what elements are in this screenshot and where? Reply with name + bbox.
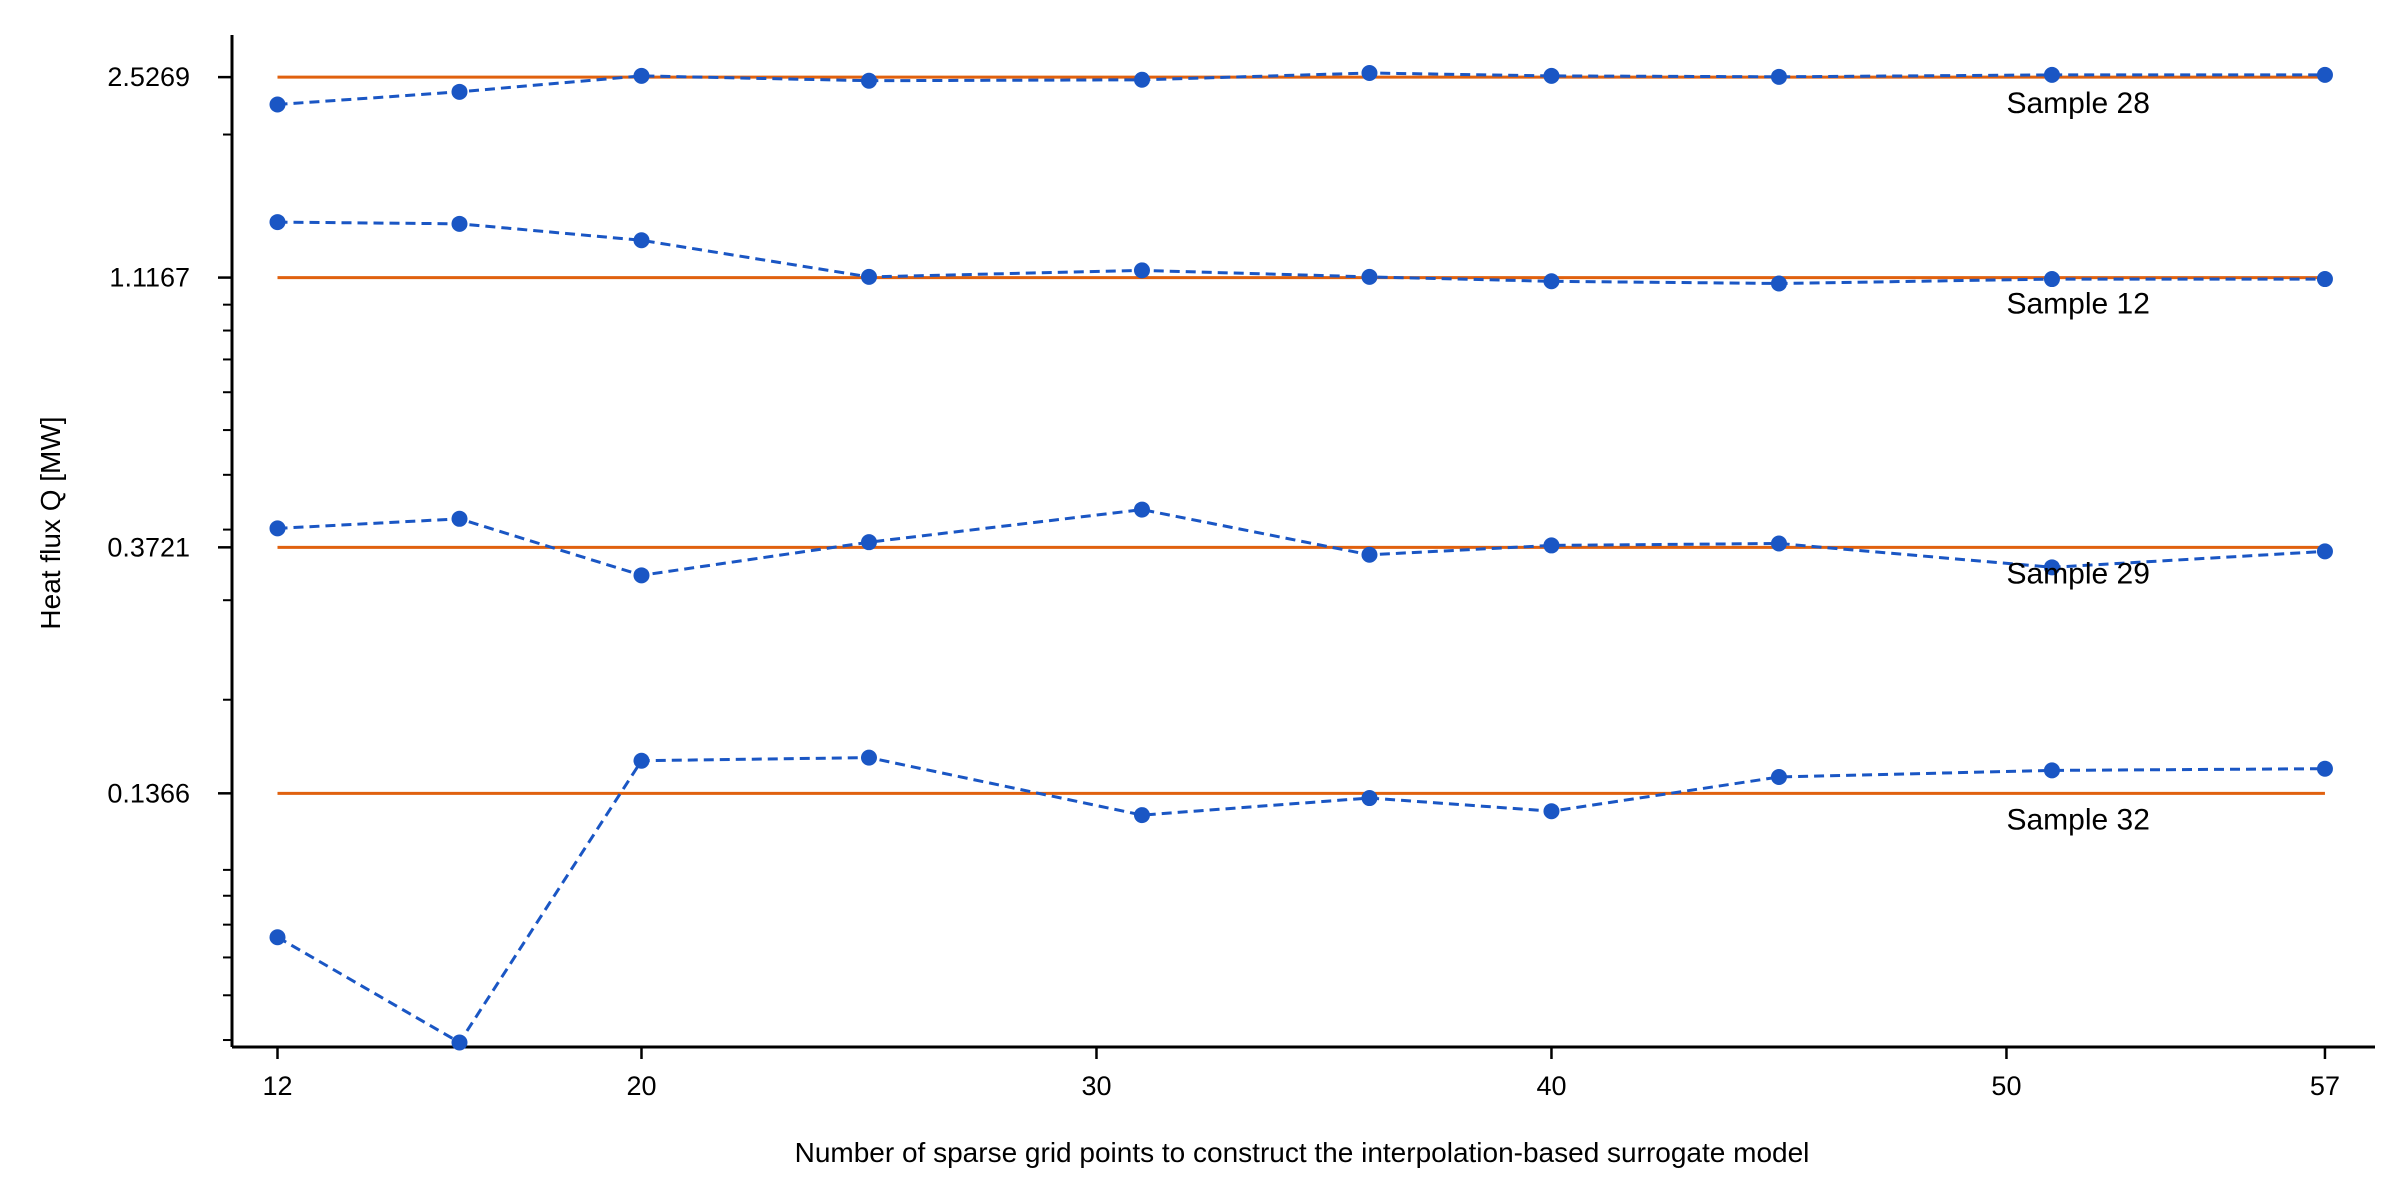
- data-point: [451, 1034, 468, 1051]
- sample-labels: Sample 28 Sample 12 Sample 29 Sample 32: [2006, 87, 2149, 836]
- data-point: [451, 83, 468, 100]
- sample-label: Sample 12: [2006, 288, 2149, 321]
- y-tick-label: 2.5269: [107, 62, 190, 92]
- data-point: [2316, 271, 2333, 288]
- data-point: [269, 929, 286, 946]
- tick-group: 12 20 30 40 50 57 2.5269 1.1167 0.3721 0.1366: [107, 62, 2340, 1101]
- surrogate-line: [276, 756, 2326, 1045]
- y-tick-label: 0.1366: [107, 778, 190, 808]
- data-point: [1133, 807, 1150, 824]
- data-point: [860, 534, 877, 551]
- x-tick-label: 40: [1536, 1071, 1566, 1101]
- data-point: [1361, 64, 1378, 81]
- data-point: [1361, 790, 1378, 807]
- data-point: [1361, 268, 1378, 285]
- surrogate-line: [277, 508, 2326, 577]
- data-point: [1543, 273, 1560, 290]
- data-point: [1543, 803, 1560, 820]
- reference-lines: [277, 75, 2325, 795]
- surrogate-line: [277, 220, 2325, 286]
- data-point: [2043, 66, 2060, 83]
- data-point: [860, 749, 877, 766]
- data-point: [269, 214, 286, 231]
- data-point: [633, 67, 650, 84]
- data-point: [1133, 71, 1150, 88]
- data-point: [2043, 762, 2060, 779]
- y-tick-label: 1.1167: [109, 263, 190, 293]
- data-point: [860, 268, 877, 285]
- y-axis-title: Heat flux Q [MW]: [35, 416, 66, 629]
- x-tick-label: 57: [2310, 1071, 2340, 1101]
- y-tick-label: 0.3721: [107, 532, 190, 562]
- data-point: [269, 520, 286, 537]
- data-point: [2043, 559, 2060, 576]
- data-point: [269, 96, 286, 113]
- data-point: [1770, 275, 1787, 292]
- data-point: [451, 215, 468, 232]
- sample-label: Sample 29: [2006, 557, 2149, 590]
- data-point: [1133, 262, 1150, 279]
- data-point: [1361, 546, 1378, 563]
- data-point: [1770, 535, 1787, 552]
- surrogate-series: [269, 64, 2333, 1051]
- data-point: [2316, 760, 2333, 777]
- data-point: [2316, 66, 2333, 83]
- x-tick-label: 50: [1991, 1071, 2021, 1101]
- data-point: [2043, 271, 2060, 288]
- x-axis-title: Number of sparse grid points to construc…: [795, 1137, 1810, 1168]
- sample-label: Sample 32: [2006, 803, 2149, 836]
- data-point: [2316, 543, 2333, 560]
- axes: [230, 35, 2375, 1049]
- sample-label: Sample 28: [2006, 87, 2149, 120]
- data-point: [633, 232, 650, 249]
- data-point: [1543, 67, 1560, 84]
- data-point: [633, 567, 650, 584]
- data-point: [860, 72, 877, 89]
- data-point: [1543, 537, 1560, 554]
- data-point: [1133, 501, 1150, 518]
- surrogate-line: [277, 71, 2325, 106]
- x-tick-label: 30: [1081, 1071, 1111, 1101]
- data-point: [633, 752, 650, 769]
- data-point: [1770, 768, 1787, 785]
- x-tick-label: 20: [626, 1071, 656, 1101]
- x-tick-label: 12: [262, 1071, 292, 1101]
- data-point: [451, 510, 468, 527]
- data-point: [1770, 68, 1787, 85]
